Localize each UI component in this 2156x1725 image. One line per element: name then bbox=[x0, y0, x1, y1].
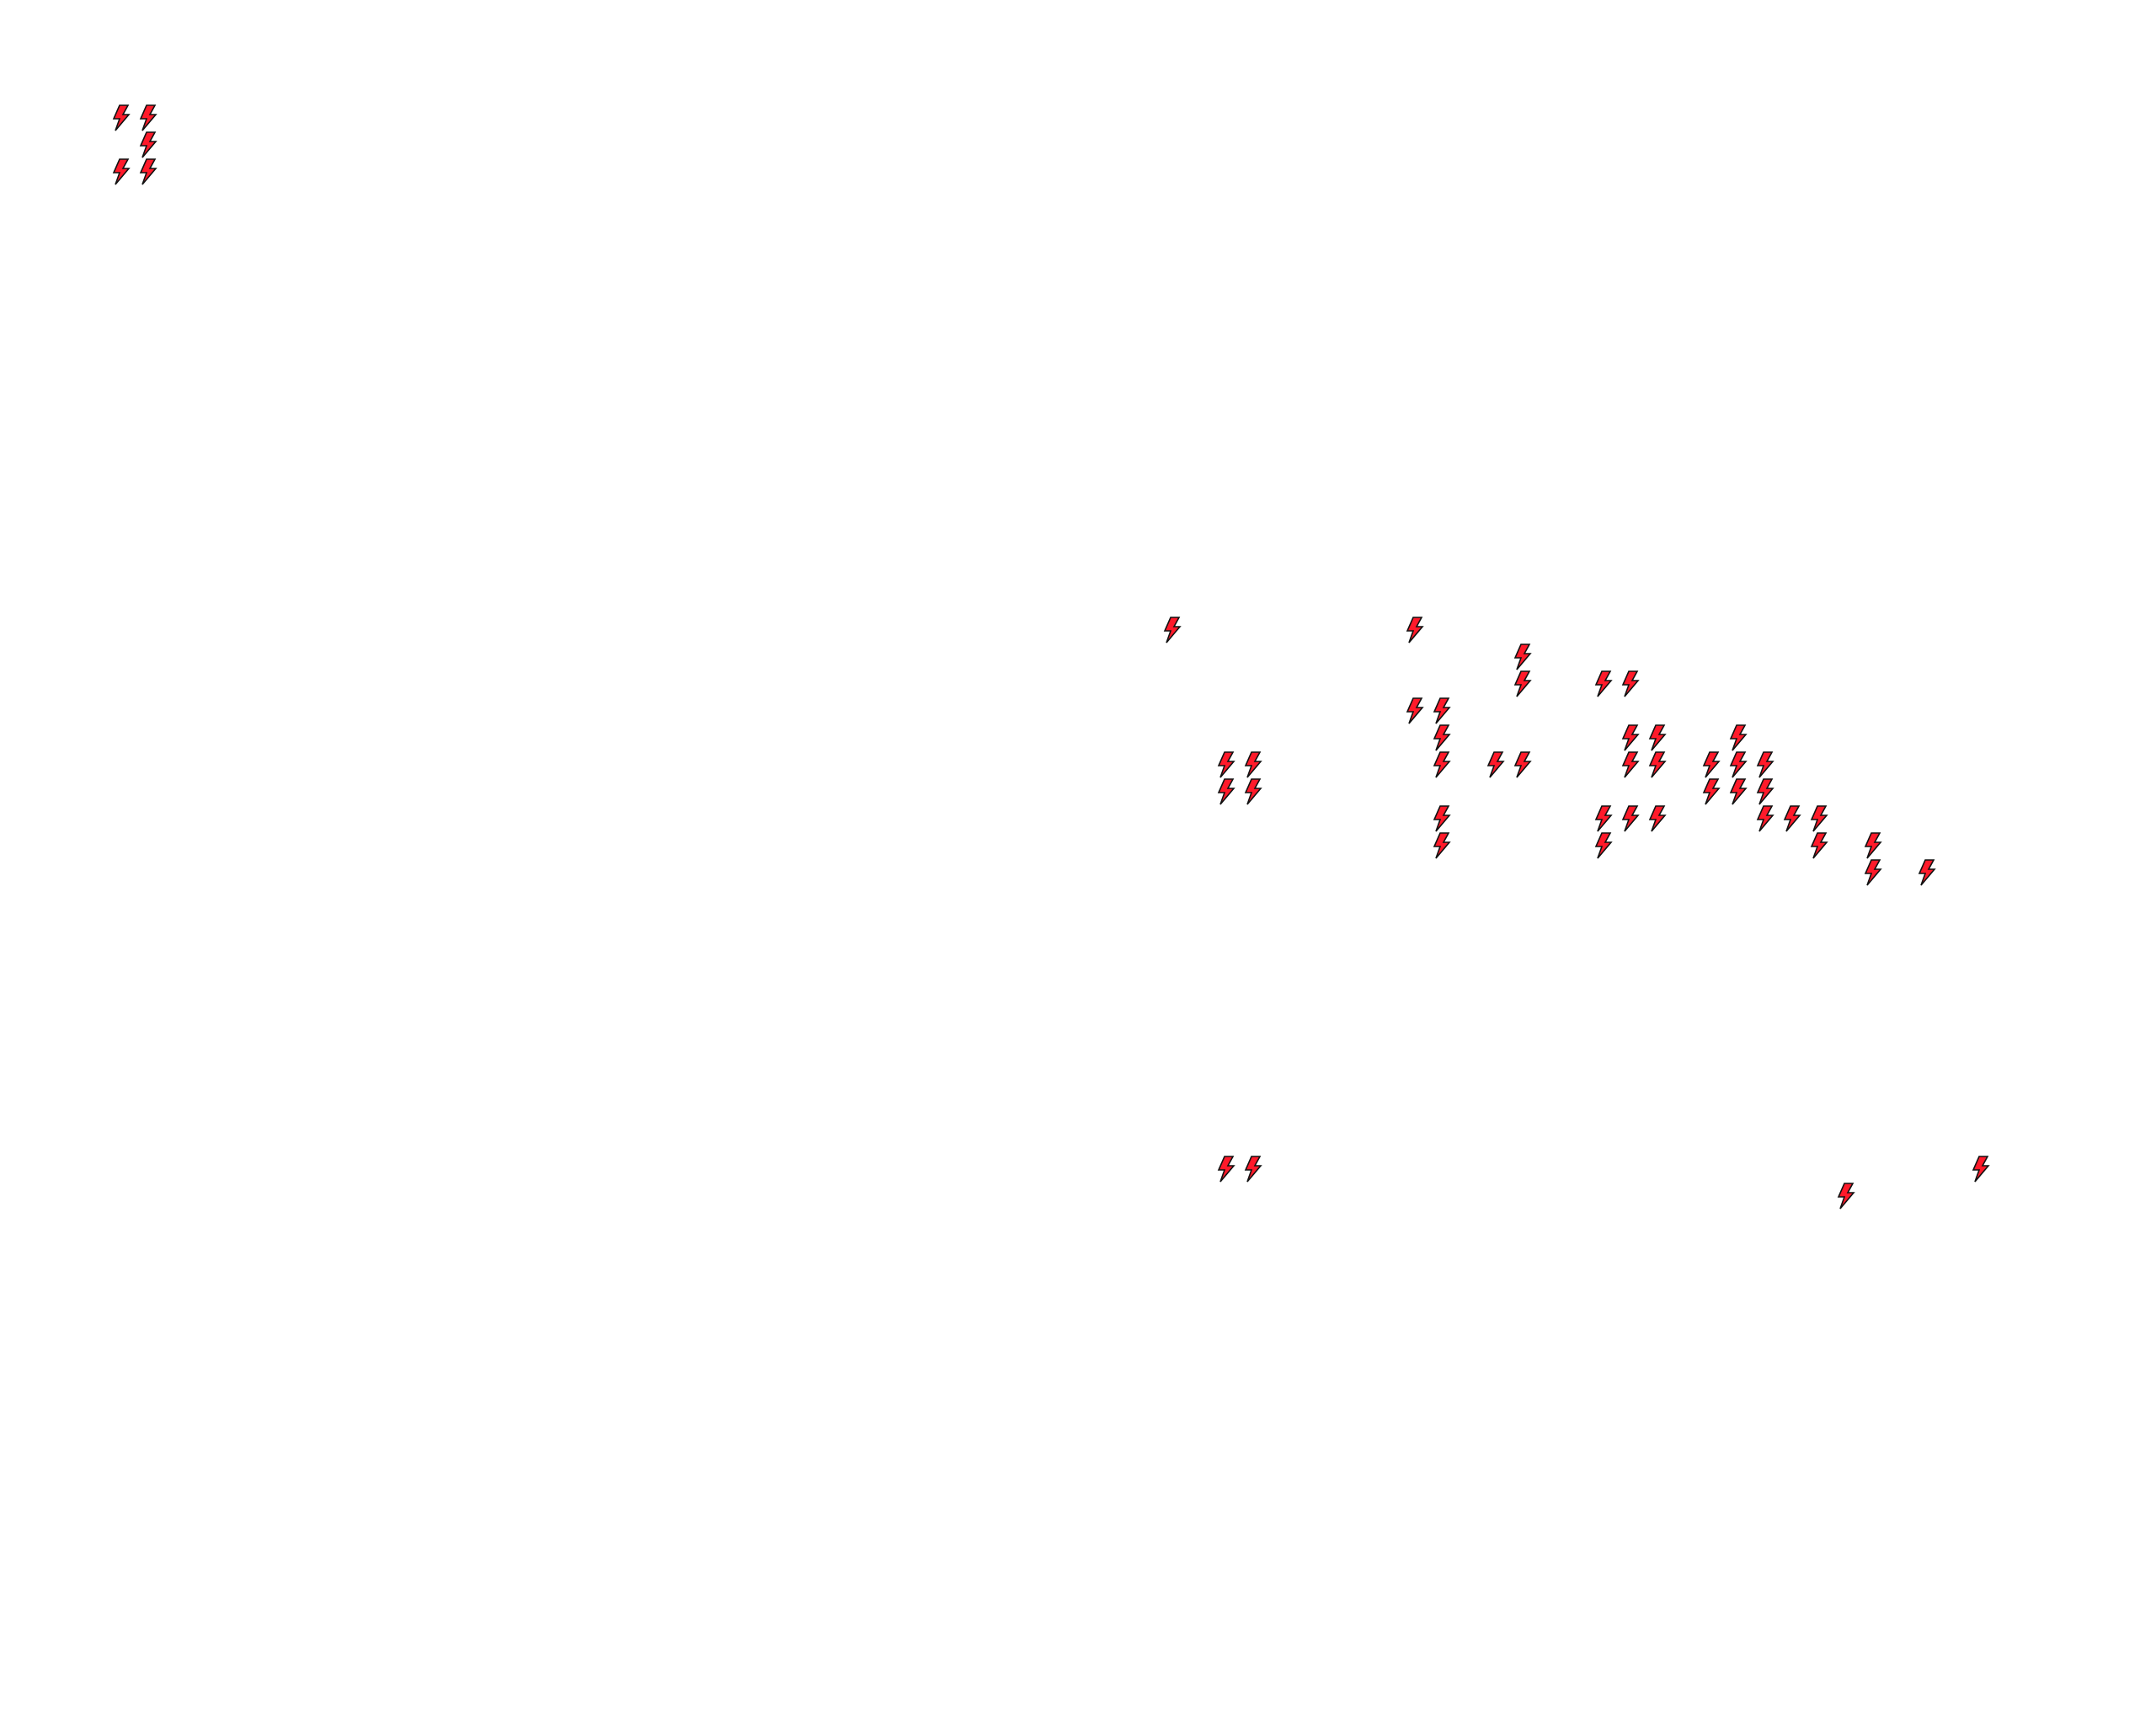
lightning-bolt-icon bbox=[1779, 805, 1806, 832]
lightning-bolt-icon bbox=[135, 131, 162, 158]
lightning-bolt-icon bbox=[1752, 751, 1779, 778]
lightning-bolt-icon bbox=[1482, 751, 1509, 778]
lightning-bolt-icon bbox=[1967, 1156, 1994, 1183]
lightning-bolt-icon bbox=[1644, 751, 1671, 778]
lightning-bolt-icon bbox=[1725, 724, 1752, 751]
lightning-bolt-icon bbox=[1159, 617, 1186, 644]
lightning-bolt-icon bbox=[1240, 778, 1267, 805]
lightning-bolt-icon bbox=[1617, 751, 1644, 778]
lightning-bolt-icon bbox=[1913, 859, 1940, 886]
lightning-bolt-icon bbox=[1698, 778, 1725, 805]
lightning-bolt-icon bbox=[1860, 859, 1886, 886]
lightning-bolt-icon bbox=[135, 104, 162, 131]
lightning-bolt-icon bbox=[1213, 1156, 1240, 1183]
lightning-bolt-icon bbox=[1428, 832, 1455, 859]
lightning-bolt-icon bbox=[1509, 644, 1536, 670]
lightning-bolt-icon bbox=[1644, 805, 1671, 832]
lightning-bolt-icon bbox=[1428, 805, 1455, 832]
lightning-bolt-icon bbox=[1725, 778, 1752, 805]
lightning-bolt-icon bbox=[135, 158, 162, 185]
lightning-bolt-icon bbox=[1509, 670, 1536, 697]
lightning-bolt-icon bbox=[1617, 670, 1644, 697]
lightning-bolt-icon bbox=[1806, 832, 1833, 859]
lightning-bolt-icon bbox=[1428, 724, 1455, 751]
lightning-bolt-icon bbox=[1213, 778, 1240, 805]
lightning-bolt-icon bbox=[1213, 751, 1240, 778]
lightning-bolt-icon bbox=[1752, 805, 1779, 832]
lightning-bolt-icon bbox=[1401, 617, 1428, 644]
lightning-bolt-icon bbox=[1806, 805, 1833, 832]
lightning-bolt-icon bbox=[108, 104, 135, 131]
lightning-bolt-icon bbox=[1617, 805, 1644, 832]
lightning-bolt-icon bbox=[1590, 670, 1617, 697]
lightning-bolt-icon bbox=[1644, 724, 1671, 751]
lightning-bolt-icon bbox=[1401, 697, 1428, 724]
lightning-bolt-icon bbox=[1509, 751, 1536, 778]
lightning-bolt-icon bbox=[1590, 805, 1617, 832]
lightning-bolt-icon bbox=[108, 158, 135, 185]
lightning-bolt-icon bbox=[1240, 751, 1267, 778]
lightning-bolt-icon bbox=[1860, 832, 1886, 859]
lightning-bolt-icon bbox=[1617, 724, 1644, 751]
lightning-bolt-icon bbox=[1590, 832, 1617, 859]
lightning-bolt-icon bbox=[1698, 751, 1725, 778]
lightning-bolt-icon bbox=[1833, 1183, 1860, 1210]
lightning-bolt-icon bbox=[1240, 1156, 1267, 1183]
lightning-bolt-icon bbox=[1752, 778, 1779, 805]
lightning-bolt-icon bbox=[1428, 697, 1455, 724]
lightning-bolt-icon bbox=[1428, 751, 1455, 778]
lightning-bolt-icon bbox=[1725, 751, 1752, 778]
